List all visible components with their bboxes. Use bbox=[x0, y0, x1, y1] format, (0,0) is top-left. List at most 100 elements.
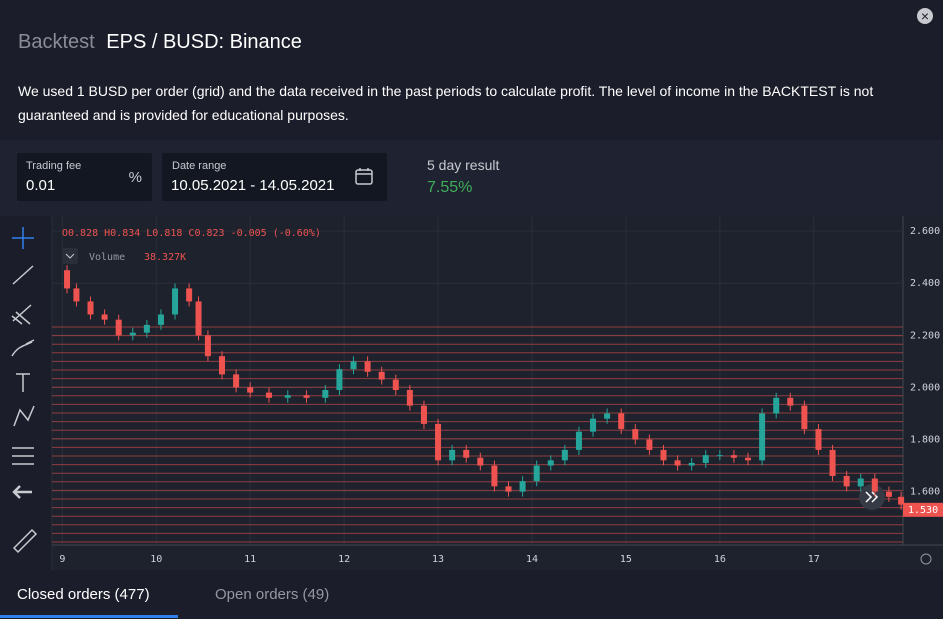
candle bbox=[801, 405, 808, 430]
y-tick-label: 2.200 bbox=[910, 330, 940, 341]
candle bbox=[420, 405, 427, 424]
close-button[interactable]: × bbox=[917, 8, 933, 24]
volume-label: Volume bbox=[89, 252, 125, 263]
ohlc-legend: O0.828 H0.834 L0.818 C0.823 -0.005 (-0.6… bbox=[62, 228, 321, 239]
candle bbox=[233, 374, 240, 388]
candle bbox=[632, 429, 639, 440]
candle bbox=[336, 369, 343, 391]
candle bbox=[284, 395, 291, 398]
candle bbox=[491, 465, 498, 487]
fee-field[interactable]: Trading fee 0.01 % bbox=[17, 153, 152, 201]
y-tick-label: 1.800 bbox=[910, 435, 940, 446]
candle bbox=[759, 413, 766, 461]
candle bbox=[115, 319, 122, 336]
toolbar bbox=[0, 216, 52, 570]
candle bbox=[829, 449, 836, 476]
candle bbox=[392, 379, 399, 391]
tab-bar: Closed orders (477) Open orders (49) bbox=[0, 570, 943, 619]
candle bbox=[143, 324, 150, 333]
candle bbox=[898, 496, 905, 505]
tab-indicator bbox=[0, 615, 178, 618]
candle bbox=[157, 314, 164, 325]
range-label: Date range bbox=[172, 160, 227, 172]
title: EPS / BUSD: Binance bbox=[106, 31, 302, 53]
header: Backtest EPS / BUSD: Binance bbox=[18, 31, 302, 54]
candle bbox=[219, 356, 226, 375]
candle bbox=[364, 361, 371, 372]
candle bbox=[204, 335, 211, 357]
candle bbox=[406, 390, 413, 406]
x-tick-label: 10 bbox=[150, 554, 162, 565]
candle bbox=[843, 475, 850, 487]
candle bbox=[378, 371, 385, 380]
candle bbox=[129, 332, 136, 336]
price-tag-label: 1.530 bbox=[908, 505, 938, 516]
x-tick-label: 13 bbox=[432, 554, 444, 565]
candle bbox=[172, 288, 179, 315]
candle bbox=[519, 481, 526, 492]
order-levels bbox=[52, 326, 903, 543]
x-tick-label: 11 bbox=[244, 554, 256, 565]
range-field[interactable]: Date range 10.05.2021 - 14.05.2021 bbox=[162, 153, 387, 201]
result-value: 7.55% bbox=[427, 179, 473, 196]
candle bbox=[64, 270, 71, 289]
candle bbox=[547, 460, 554, 466]
candle bbox=[716, 455, 723, 457]
candle bbox=[322, 390, 329, 398]
candle bbox=[857, 478, 864, 487]
tab[interactable]: Closed orders (477) bbox=[17, 586, 150, 603]
chevron bbox=[65, 253, 75, 259]
candle bbox=[815, 429, 822, 450]
x-tick-label: 15 bbox=[620, 554, 632, 565]
candle bbox=[745, 457, 752, 461]
candle bbox=[73, 288, 80, 302]
calendar-icon bbox=[355, 168, 373, 185]
tab[interactable]: Open orders (49) bbox=[215, 586, 330, 603]
candle bbox=[505, 486, 512, 492]
candle bbox=[350, 361, 357, 370]
toolbar-icons bbox=[11, 227, 38, 554]
candle bbox=[303, 395, 310, 398]
y-tick-label: 2.000 bbox=[910, 382, 940, 393]
candle bbox=[463, 449, 470, 458]
result-label: 5 day result bbox=[427, 157, 500, 173]
candle bbox=[87, 301, 94, 315]
y-tick-label: 2.600 bbox=[910, 226, 940, 237]
x-tick-label: 14 bbox=[526, 554, 538, 565]
candle bbox=[618, 413, 625, 430]
scroll-icon bbox=[865, 491, 879, 503]
candle bbox=[435, 423, 442, 461]
candle bbox=[885, 491, 892, 497]
y-tick-label: 1.600 bbox=[910, 487, 940, 498]
candle bbox=[247, 387, 254, 393]
x-tick-label: 17 bbox=[808, 554, 820, 565]
fee-label: Trading fee bbox=[26, 160, 82, 172]
fee-value: 0.01 bbox=[26, 177, 56, 194]
collapse-button[interactable] bbox=[62, 248, 78, 264]
candle bbox=[730, 455, 737, 458]
y-tick-label: 2.400 bbox=[910, 278, 940, 289]
candle bbox=[590, 418, 597, 432]
candle bbox=[660, 449, 667, 461]
settings-icon[interactable] bbox=[920, 553, 932, 565]
controls bbox=[0, 140, 943, 216]
candle bbox=[101, 314, 108, 320]
candle bbox=[477, 457, 484, 466]
description: We used 1 BUSD per order (grid) and the … bbox=[18, 83, 874, 123]
candle bbox=[575, 431, 582, 450]
fee-unit: % bbox=[128, 169, 142, 186]
x-tick-label: 16 bbox=[714, 554, 726, 565]
candle bbox=[265, 392, 272, 398]
candle bbox=[449, 449, 456, 461]
chart: O0.828 H0.834 L0.818 C0.823 -0.005 (-0.6… bbox=[0, 216, 943, 570]
candle bbox=[674, 460, 681, 466]
chart-bg bbox=[0, 216, 943, 570]
candle bbox=[533, 465, 540, 482]
candle bbox=[787, 397, 794, 406]
volume-value: 38.327K bbox=[144, 252, 186, 263]
price-tag bbox=[903, 502, 943, 517]
candle bbox=[561, 449, 568, 461]
candle bbox=[871, 478, 878, 492]
candle bbox=[186, 288, 193, 302]
